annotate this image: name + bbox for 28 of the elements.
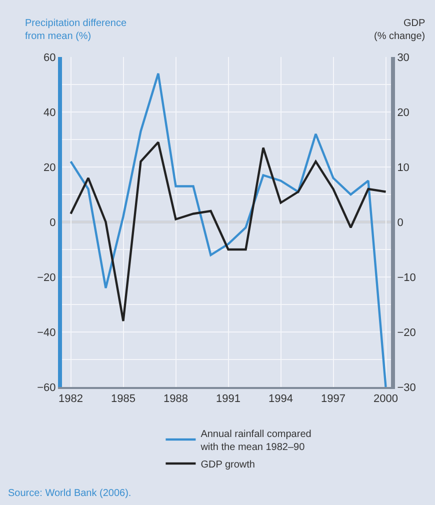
x-tick-label: 1985 [111, 393, 136, 406]
y2-tick-label: 0 [397, 216, 404, 229]
source-note: Source: World Bank (2006). [8, 488, 132, 499]
y2-tick-label: −30 [397, 382, 416, 394]
x-tick-label: 1994 [268, 393, 293, 406]
x-tick-label: 1997 [321, 393, 346, 406]
y-tick-label: 20 [44, 162, 56, 174]
y2-tick-label: 10 [397, 162, 410, 174]
x-tick-label: 1991 [216, 393, 240, 406]
y2-tick-label: 30 [397, 52, 410, 64]
y-tick-label: 0 [50, 216, 56, 229]
y2-tick-label: −20 [397, 326, 416, 339]
x-tick-label: 2000 [374, 393, 398, 406]
line-series [70, 72, 387, 387]
x-tick-label: 1982 [58, 393, 83, 406]
line-series [70, 141, 387, 322]
y-tick-label: 40 [44, 106, 56, 119]
y-tick-label: −60 [37, 382, 56, 394]
y-axis-title: Precipitation difference from mean (%) [25, 18, 127, 42]
legend-label: GDP growth [200, 459, 255, 470]
y2-tick-label: −10 [397, 272, 416, 284]
y2-axis-title: GDP (% change) [374, 18, 426, 42]
y-tick-label: −20 [37, 272, 56, 284]
y-tick-label: 60 [44, 52, 56, 64]
y2-tick-label: 20 [397, 106, 410, 119]
legend-label: Annual rainfall compared with the mean 1982–90 [200, 428, 312, 453]
x-tick-label: 1988 [164, 393, 188, 406]
y-tick-label: −40 [37, 326, 56, 339]
